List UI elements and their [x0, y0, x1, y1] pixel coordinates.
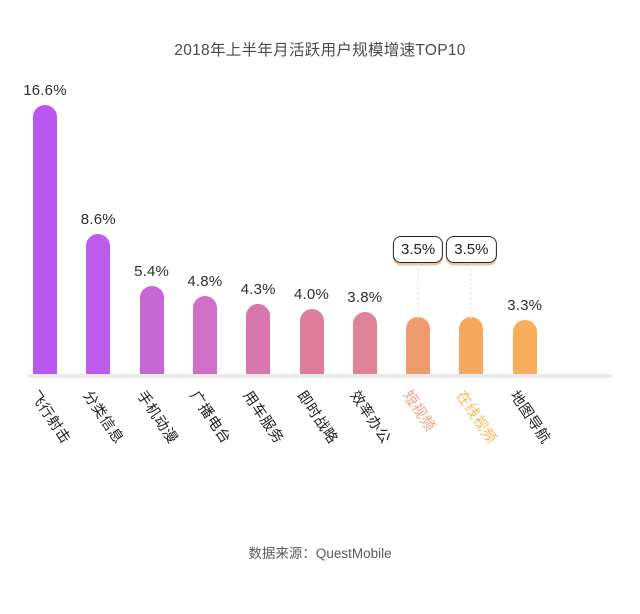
bar-column[interactable]: 4.8%: [178, 90, 232, 374]
bar-value-callout: 3.5%: [446, 236, 497, 264]
bar-value-label: 16.6%: [23, 81, 67, 99]
bar-value-label: 4.3%: [240, 281, 276, 299]
x-axis-label: 分类信息: [79, 388, 127, 447]
bar-value-label: 5.4%: [134, 263, 170, 281]
bar[interactable]: [299, 309, 324, 374]
x-axis-label-slot: 效率办公: [338, 374, 393, 474]
bar-value-label: 3.3%: [507, 297, 543, 315]
bar[interactable]: [352, 312, 377, 374]
x-axis-label: 手机动漫: [133, 388, 180, 447]
x-axis-label-slot: 手机动漫: [125, 374, 180, 474]
bar-column[interactable]: 4.3%: [231, 90, 285, 374]
bar-value-label: 4.8%: [187, 273, 223, 291]
bar-value-label: 3.8%: [347, 289, 383, 307]
x-axis-label: 用车服务: [239, 388, 287, 447]
bar[interactable]: [192, 296, 217, 374]
callout-connector-line: [417, 263, 419, 320]
x-axis-label-slot: 广播电台: [178, 374, 233, 474]
x-axis-label-slot: 地图导航: [498, 374, 553, 474]
bar[interactable]: [139, 286, 164, 374]
x-axis-label: 效率办公: [346, 388, 394, 447]
x-axis-labels: 飞行射击 分类信息 手机动漫 广播电台 用车服务 即时战略 效率办公 短视频 在线视频 地图导航: [0, 374, 640, 484]
chart-source-note: 数据来源：QuestMobile: [248, 546, 392, 561]
bar-column[interactable]: 3.8%: [338, 90, 392, 374]
chart-title: 2018年上半年月活跃用户规模增速TOP10: [174, 42, 466, 59]
bar-value-callout: 3.5%: [392, 236, 444, 264]
x-axis-label-slot: 分类信息: [71, 374, 127, 474]
x-axis-label: 短视频: [399, 388, 438, 435]
bar[interactable]: [459, 317, 484, 374]
bar[interactable]: [33, 104, 57, 374]
bar[interactable]: [406, 317, 431, 374]
bar-column[interactable]: 16.6%: [18, 82, 72, 374]
x-axis-label: 在线视频: [452, 388, 500, 447]
bar[interactable]: [86, 234, 111, 374]
bar-column[interactable]: 3.3%: [498, 90, 552, 374]
x-axis-label: 地图导航: [506, 388, 553, 447]
bar-column[interactable]: 3.5%: [391, 90, 445, 374]
bar-value-label: 4.0%: [294, 286, 329, 304]
x-axis-label: 飞行射击: [26, 388, 74, 447]
bar-column[interactable]: 8.6%: [71, 90, 125, 374]
x-axis-label: 即时战略: [292, 388, 340, 447]
x-axis-label: 广播电台: [186, 388, 234, 447]
bar[interactable]: [512, 320, 537, 374]
x-axis-label-slot: 飞行射击: [18, 374, 73, 474]
bar-column[interactable]: 4.0%: [285, 90, 339, 374]
bar-column[interactable]: 5.4%: [125, 90, 179, 374]
plot-area: 16.6% 8.6% 5.4% 4.8% 4.3% 4.0% 3.8% 3.5% 3.5% 3.3…: [0, 82, 640, 380]
bar[interactable]: [246, 304, 271, 374]
callout-connector-line: [470, 263, 472, 320]
x-axis-label-slot: 即时战略: [285, 374, 340, 474]
x-axis-baseline: [28, 374, 612, 378]
x-axis-label-slot: 在线视频: [444, 374, 500, 474]
bar-column[interactable]: 3.5%: [444, 90, 498, 374]
x-axis-label-slot: 用车服务: [231, 374, 287, 474]
bar-value-label: 8.6%: [80, 211, 116, 229]
x-axis-label-slot: 短视频: [391, 374, 445, 474]
